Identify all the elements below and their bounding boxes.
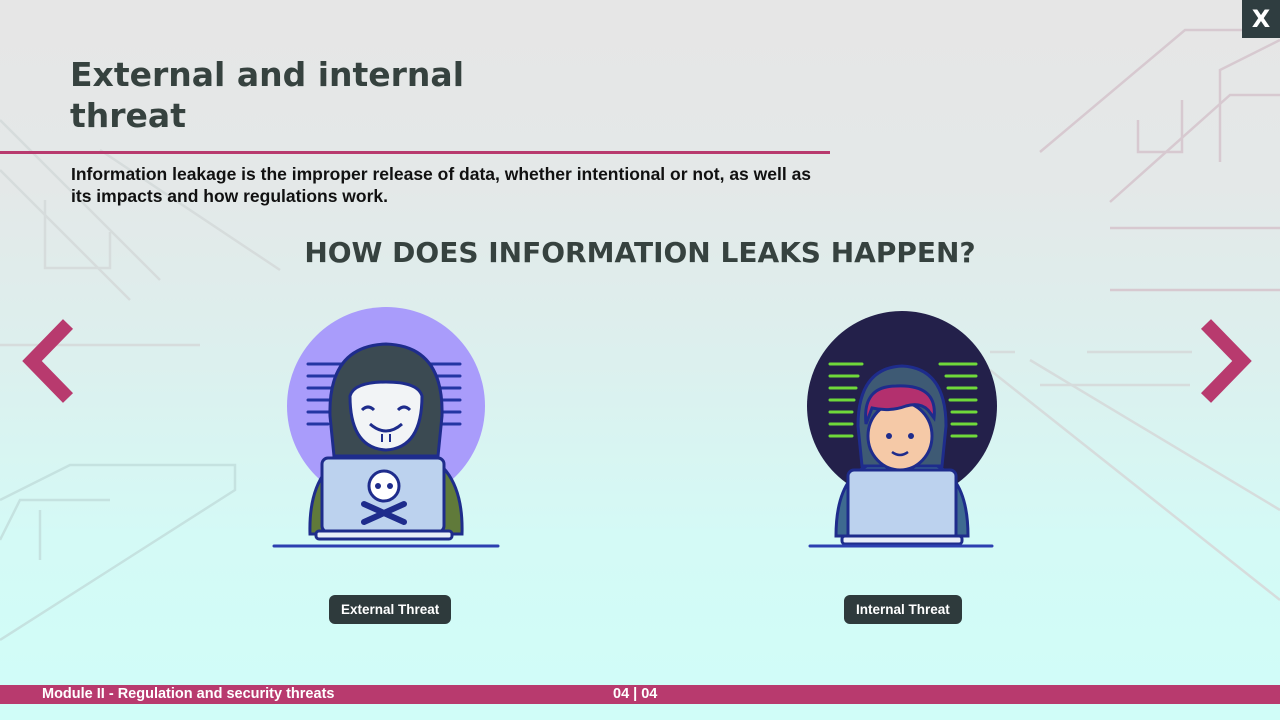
intro-paragraph: Information leakage is the improper rele… bbox=[71, 164, 812, 206]
previous-button[interactable] bbox=[18, 316, 78, 406]
internal-threat-button[interactable]: Internal Threat bbox=[844, 595, 962, 624]
slide-title: External and internal threat bbox=[70, 55, 465, 135]
footer-bar: Module II - Regulation and security thre… bbox=[0, 685, 1280, 704]
external-threat-button[interactable]: External Threat bbox=[329, 595, 452, 624]
page-indicator: 04 | 04 bbox=[613, 686, 658, 702]
next-button[interactable] bbox=[1196, 316, 1256, 406]
close-button[interactable]: X bbox=[1242, 0, 1280, 38]
hooded-boy-illustration bbox=[807, 311, 997, 548]
chevron-right-icon bbox=[1200, 319, 1252, 403]
section-heading: HOW DOES INFORMATION LEAKS HAPPEN? bbox=[304, 236, 976, 269]
module-title: Module II - Regulation and security thre… bbox=[42, 686, 335, 702]
chevron-left-icon bbox=[22, 319, 74, 403]
title-divider bbox=[0, 151, 830, 154]
hacker-mask-illustration bbox=[272, 307, 500, 548]
